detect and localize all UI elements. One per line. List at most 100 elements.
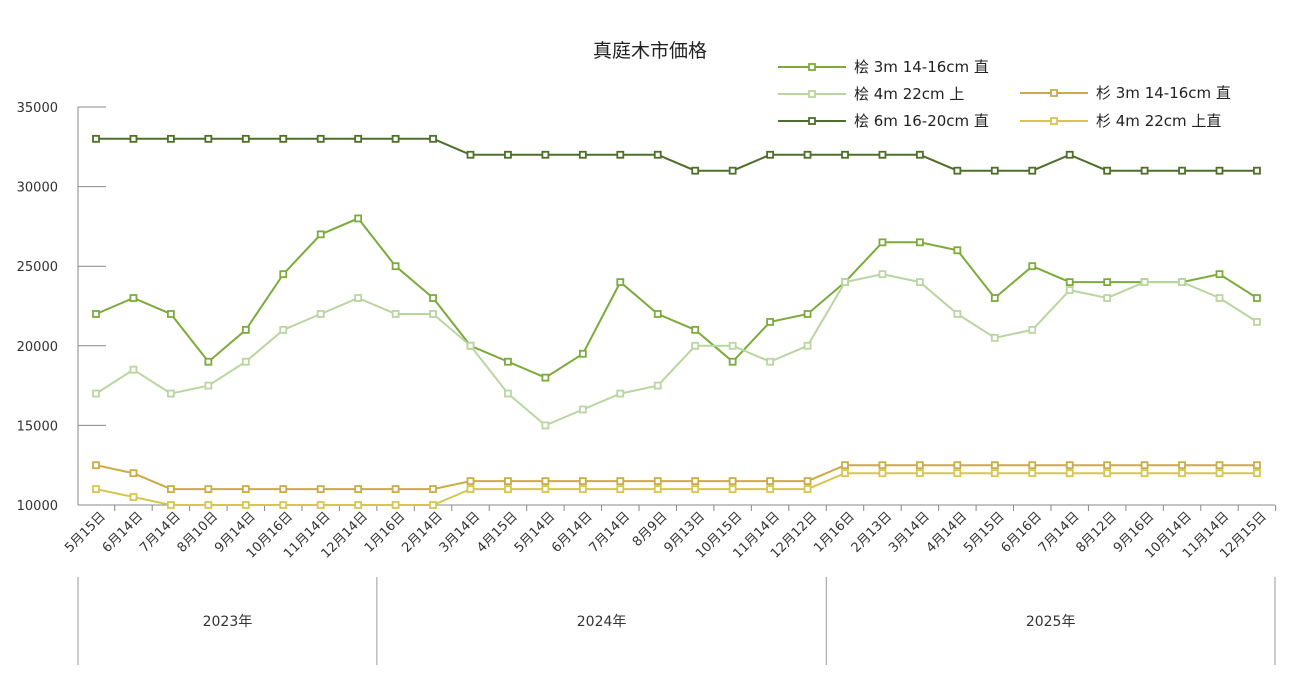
data-point: [578, 405, 587, 414]
data-point: [916, 461, 924, 470]
data-point: [279, 485, 288, 493]
series-line: [95, 217, 1258, 379]
data-point: [1215, 270, 1224, 279]
data-point: [504, 150, 512, 159]
series-line: [96, 137, 1257, 172]
data-point: [466, 477, 475, 486]
series-0: [92, 214, 1261, 382]
x-tick-label: 5月15日: [62, 509, 109, 556]
data-point: [316, 501, 325, 509]
data-point: [728, 166, 737, 175]
data-point: [990, 294, 999, 302]
data-point: [429, 501, 437, 509]
data-point: [354, 134, 363, 143]
data-point: [990, 333, 999, 342]
data-point: [691, 325, 700, 334]
data-point: [1215, 294, 1224, 302]
series-3: [92, 461, 1261, 493]
x-tick-label: 5月14日: [512, 509, 559, 556]
legend-item: 杉 3m 14-16cm 直: [1020, 84, 1231, 102]
data-point: [1178, 469, 1186, 478]
data-point: [204, 501, 213, 509]
data-point: [653, 381, 662, 390]
data-point: [204, 357, 213, 366]
data-point: [241, 325, 250, 334]
data-point: [279, 325, 288, 334]
data-point: [878, 270, 887, 279]
data-point: [990, 469, 999, 478]
data-point: [279, 134, 288, 143]
data-point: [1028, 325, 1037, 334]
year-label: 2023年: [203, 614, 253, 630]
data-point: [953, 310, 962, 318]
x-tick-label: 6月14日: [549, 509, 596, 556]
data-point: [578, 485, 587, 493]
data-point: [1140, 166, 1149, 175]
x-tick-label: 8月10日: [175, 509, 222, 556]
data-point: [466, 150, 475, 159]
data-point: [204, 485, 213, 493]
x-tick-label: 2月13日: [849, 509, 896, 556]
data-point: [1253, 166, 1261, 175]
y-tick-label: 30000: [17, 181, 58, 196]
data-point: [691, 477, 700, 486]
data-point: [1140, 469, 1149, 478]
data-point: [653, 310, 662, 318]
data-point: [578, 150, 587, 159]
data-point: [728, 485, 737, 493]
data-point: [541, 150, 550, 159]
data-point: [204, 381, 213, 390]
data-point: [466, 485, 475, 493]
data-point: [841, 469, 849, 478]
x-tick-label: 3月14日: [886, 509, 933, 556]
data-point: [92, 389, 100, 398]
data-point: [1028, 262, 1037, 271]
data-point: [916, 469, 924, 478]
data-point: [691, 166, 700, 175]
y-tick-label: 15000: [17, 419, 58, 434]
data-point: [766, 150, 774, 159]
data-point: [653, 485, 662, 493]
x-tick-label: 5月15日: [961, 509, 1008, 556]
year-label: 2025年: [1026, 614, 1076, 630]
series-1: [92, 270, 1261, 430]
series-layer: [92, 134, 1261, 509]
data-point: [241, 501, 250, 509]
data-point: [1103, 278, 1112, 287]
data-point: [429, 294, 437, 302]
legend-label: 杉 4m 22cm 上直: [1096, 112, 1221, 130]
x-tick-label: 7月14日: [137, 509, 184, 556]
data-point: [1103, 294, 1112, 302]
legend-label: 桧 3m 14-16cm 直: [854, 58, 989, 76]
data-point: [541, 477, 550, 486]
x-tick-label: 1月16日: [811, 509, 858, 556]
data-point: [466, 341, 475, 350]
data-point: [504, 357, 512, 366]
data-point: [166, 501, 175, 509]
legend-marker: [808, 117, 816, 125]
data-point: [391, 485, 400, 493]
data-point: [1253, 469, 1261, 478]
legend-marker: [1050, 89, 1058, 97]
data-point: [1178, 166, 1186, 175]
data-point: [1253, 318, 1261, 326]
data-point: [1215, 166, 1224, 175]
data-point: [916, 150, 924, 159]
data-point: [541, 421, 550, 430]
data-point: [129, 493, 138, 501]
data-point: [953, 246, 962, 255]
legend-item: 桧 4m 22cm 上: [778, 85, 964, 103]
year-label: 2024年: [577, 614, 627, 630]
legend-item: 桧 3m 14-16cm 直: [778, 58, 989, 76]
data-point: [1178, 278, 1186, 287]
data-point: [578, 349, 587, 358]
data-point: [129, 294, 138, 302]
x-tick-label: 1月16日: [362, 509, 409, 556]
data-point: [1140, 461, 1149, 470]
y-tick-label: 20000: [17, 340, 58, 355]
data-point: [92, 134, 100, 143]
data-point: [354, 501, 363, 509]
data-point: [691, 341, 700, 350]
